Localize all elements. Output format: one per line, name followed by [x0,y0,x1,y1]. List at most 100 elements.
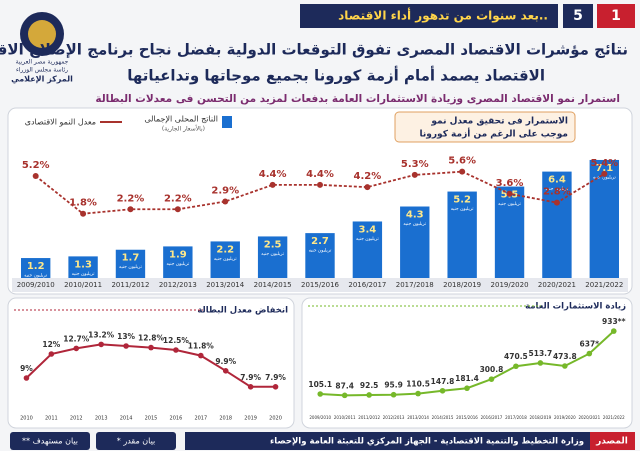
bar-label: 2.7 [311,236,329,247]
point [513,363,519,370]
badge-box [597,4,635,28]
bar-unit: تريليون جنيه [403,222,427,227]
bar-label: 1.7 [122,253,140,264]
bar-unit: تريليون جنيه [214,257,238,262]
point [32,173,39,180]
x-tick-label: 2010/2011 [64,281,102,289]
x-tick-label: 2019 [244,416,257,422]
x-tick-label: 2016 [170,416,183,422]
point [198,352,204,359]
header-number: 5 [573,8,583,24]
point-label: 2.2% [164,193,192,204]
point-label: 181.4 [455,374,479,383]
note: ** بيان مستهدف [22,437,78,446]
bar-unit: تريليون جنيه [166,262,190,267]
header-badge: 1 [611,8,621,24]
x-tick-label: 2011/2012 [111,281,149,289]
point [80,210,87,217]
point [317,181,323,188]
note: * بيان مقدر [117,437,155,446]
x-tick-label: 2013 [95,416,108,422]
point-label: 9.9% [215,357,236,366]
point [488,376,495,382]
x-tick-label: 2012 [70,416,83,422]
bar-label: 2.5 [264,239,282,250]
chart-title: زيادة الاستثمارات العامة [525,302,626,312]
bar-label: 3.4 [359,224,377,235]
point [247,384,254,390]
point [272,384,279,390]
x-tick-label: 2012/2013 [159,281,197,289]
logo-text: رئاسة مجلس الوزراء [16,67,68,74]
point [269,181,276,188]
point-label: 13.2% [88,330,115,339]
point [366,392,372,398]
bar [400,206,430,278]
point [537,360,544,366]
x-tick-label: 2017/2018 [505,415,527,420]
point-label: 95.9 [384,381,403,390]
point-label: 7.9% [240,373,261,382]
note-box [10,432,90,450]
bar [163,246,193,278]
point [562,363,568,369]
bar-label: 5.2 [453,195,471,206]
bar-label: 6.4 [548,175,566,186]
annotation-box [394,111,576,143]
bar [542,171,572,278]
bar-label: 2.2 [216,244,234,255]
subtitle: استمرار نمو الاقتصاد المصرى وزيادة الاست… [95,93,620,105]
x-tick-label: 2014 [120,416,133,422]
x-tick-label: 2009/2010 [309,415,331,420]
point-label: 2.2% [117,193,145,204]
point-label: 12.7% [63,334,90,343]
bar [352,221,383,278]
point [415,390,421,397]
point-label: 473.8 [553,352,577,361]
bar-label: 1.3 [74,259,92,270]
point-label: 147.8 [431,377,455,386]
source-box [590,432,635,450]
panel [301,297,633,429]
logo-text: جمهورية مصر العربية [16,59,69,66]
point-label: 300.8 [480,365,504,374]
point-label: 12% [42,340,60,349]
point [610,328,617,334]
point-label: 4.4% [259,169,287,180]
point [317,391,324,397]
point-label: 87.4 [335,381,354,390]
x-tick-label: 2018/2019 [530,415,552,420]
point-label: 12.8% [138,334,165,343]
point [439,387,446,394]
x-tick-label: 2011/2012 [358,415,380,420]
x-tick-label: 2015/2016 [301,281,340,289]
title: نتائج مؤشرات الاقتصاد المصرى تفوق التوقع… [0,41,628,59]
number-box [563,4,593,28]
point-label: 3.6% [496,178,524,189]
x-tick-label: 2018/2019 [443,281,481,289]
point [364,184,371,191]
point-label: 2.9% [211,186,239,197]
x-tick-label: 2019/2020 [491,281,529,289]
tag-box [300,4,558,28]
chart-title: انخفاض معدل البطالة [197,306,288,316]
bar [305,233,335,278]
point-label: 13% [117,332,135,341]
bar-unit: تريليون جنيه [593,175,617,180]
x-tick-label: 2020/2021 [578,415,600,420]
bar-unit: تريليون جنيه [546,187,570,192]
header-tag: بعد سنوات من تدهور أداء الاقتصاد.. [338,8,548,24]
point [341,392,348,399]
title: الاقتصاد يصمد أمام أزمة كورونا بجميع موج… [127,66,545,85]
point-label: 11.8% [188,342,215,351]
point-label: 637* [580,340,600,349]
annotation: الاستمرار فى تحقيق معدل نمو [430,117,568,127]
x-tick-label: 2015/2016 [456,415,478,420]
bar-unit: تريليون جنيه [261,252,285,257]
point-label: 5.4% [590,158,618,169]
footer-bar [185,432,635,450]
point [73,345,80,352]
point [411,171,418,178]
note-box [96,432,176,450]
